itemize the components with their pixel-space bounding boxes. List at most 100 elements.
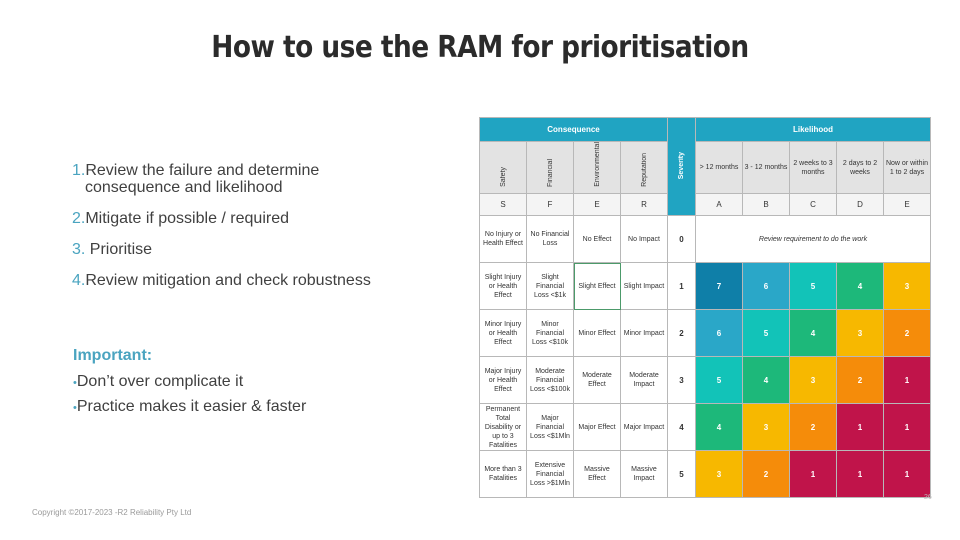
risk-rating-cell: 3 [883, 262, 931, 310]
risk-rating-cell: 1 [836, 403, 884, 451]
category-code: F [526, 193, 574, 216]
risk-rating-cell: 4 [695, 403, 743, 451]
risk-rating-cell: 1 [883, 450, 931, 498]
likelihood-code: D [836, 193, 884, 216]
category-code: E [573, 193, 621, 216]
risk-rating-cell: 3 [789, 356, 837, 404]
severity-header-label: Severity [678, 151, 685, 180]
severity-level: 5 [667, 450, 696, 498]
consequence-cell-reputation: Minor Impact [620, 309, 668, 357]
consequence-cell-environmental: Major Effect [573, 403, 621, 451]
consequence-cell-reputation: Slight Impact [620, 262, 668, 310]
category-label: Reputation [640, 153, 648, 187]
severity-row: Slight Injury or Health Effect Slight Fin… [479, 262, 931, 310]
bullet-text: Don’t over complicate it [76, 373, 244, 390]
category-header-financial: Financial [526, 141, 574, 194]
step-text: Prioritise [85, 241, 153, 258]
risk-rating-cell: 5 [742, 309, 790, 357]
likelihood-code: E [883, 193, 931, 216]
risk-rating-cell: 2 [742, 450, 790, 498]
steps-list: 1.Review the failure and determine conse… [72, 162, 432, 303]
risk-rating-cell: 7 [695, 262, 743, 310]
consequence-cell-financial: Moderate Financial Loss <$100k [526, 356, 574, 404]
risk-rating-cell: 3 [836, 309, 884, 357]
step-item: 3. Prioritise [72, 241, 432, 258]
risk-rating-cell: 5 [789, 262, 837, 310]
likelihood-code: C [789, 193, 837, 216]
category-label: Financial [546, 158, 554, 187]
category-label: Safety [499, 167, 507, 187]
category-header-reputation: Reputation [620, 141, 668, 194]
risk-rating-cell: 6 [742, 262, 790, 310]
consequence-cell-reputation: Major Impact [620, 403, 668, 451]
severity-header: Severity [667, 117, 696, 216]
important-heading: Important: [73, 347, 153, 364]
bullet-dot: • [73, 377, 77, 389]
step-number: 1. [72, 162, 86, 179]
consequence-header: Consequence [479, 117, 668, 142]
risk-rating-cell: 2 [789, 403, 837, 451]
step-text: Review mitigation and check robustness [85, 272, 371, 289]
category-header-safety: Safety [479, 141, 527, 194]
page-number: 26 [924, 494, 932, 501]
step-item: 1.Review the failure and determine conse… [72, 162, 432, 196]
likelihood-header: 2 days to 2 weeks [836, 141, 884, 194]
risk-rating-cell: 3 [695, 450, 743, 498]
consequence-cell-financial: Major Financial Loss <$1Mln [526, 403, 574, 451]
severity-row: Permanent Total Disability or up to 3 Fa… [479, 403, 931, 451]
consequence-cell-safety: More than 3 Fatalities [479, 450, 527, 498]
consequence-cell-environmental: Slight Effect [573, 262, 621, 310]
consequence-cell-safety: Minor Injury or Health Effect [479, 309, 527, 357]
consequence-cell-safety: Permanent Total Disability or up to 3 Fa… [479, 403, 527, 451]
category-header-environmental: Environmental [573, 141, 621, 194]
severity-level: 3 [667, 356, 696, 404]
consequence-cell-reputation: Moderate Impact [620, 356, 668, 404]
step-number: 2. [72, 210, 86, 227]
slide-title: How to use the RAM for prioritisation [211, 30, 749, 65]
consequence-cell-environmental: Minor Effect [573, 309, 621, 357]
consequence-cell-environmental: No Effect [573, 215, 621, 263]
risk-rating-cell: 3 [742, 403, 790, 451]
copyright-notice: Copyright ©2017-2023 -R2 Reliability Pty… [32, 508, 192, 517]
severity-row: More than 3 Fatalities Extensive Financia… [479, 450, 931, 498]
consequence-cell-financial: Minor Financial Loss <$10k [526, 309, 574, 357]
consequence-cell-financial: No Financial Loss [526, 215, 574, 263]
severity-row: No Injury or Health Effect No Financial L… [479, 215, 931, 263]
risk-rating-cell: 1 [836, 450, 884, 498]
category-label: Environmental [593, 142, 601, 187]
consequence-cell-environmental: Moderate Effect [573, 356, 621, 404]
risk-rating-cell: 2 [883, 309, 931, 357]
likelihood-code: B [742, 193, 790, 216]
severity-level: 0 [667, 215, 696, 263]
severity-row: Minor Injury or Health Effect Minor Finan… [479, 309, 931, 357]
consequence-cell-financial: Slight Financial Loss <$1k [526, 262, 574, 310]
likelihood-header: 3 - 12 months [742, 141, 790, 194]
risk-rating-cell: 2 [836, 356, 884, 404]
bullet-text: Practice makes it easier & faster [76, 398, 307, 415]
step-text: Review the failure and determine [85, 162, 320, 179]
likelihood-header: 2 weeks to 3 months [789, 141, 837, 194]
important-bullets: •Don’t over complicate it •Practice make… [73, 372, 306, 422]
consequence-cell-safety: No Injury or Health Effect [479, 215, 527, 263]
category-code: S [479, 193, 527, 216]
step-number: 4. [72, 272, 86, 289]
consequence-cell-reputation: No Impact [620, 215, 668, 263]
likelihood-code: A [695, 193, 743, 216]
step-text: Mitigate if possible / required [85, 210, 289, 227]
severity-level: 1 [667, 262, 696, 310]
bullet-item: •Don’t over complicate it [73, 372, 306, 397]
consequence-cell-safety: Slight Injury or Health Effect [479, 262, 527, 310]
risk-rating-cell: 4 [836, 262, 884, 310]
step-item: 4.Review mitigation and check robustness [72, 272, 432, 289]
bullet-dot: • [73, 402, 77, 414]
step-text-continued: consequence and likelihood [85, 179, 283, 196]
likelihood-header: Likelihood [695, 117, 931, 142]
risk-rating-cell: 1 [883, 403, 931, 451]
risk-rating-cell: 1 [883, 356, 931, 404]
risk-assessment-matrix: Consequence Severity Likelihood Safety Fi… [479, 117, 931, 498]
risk-rating-cell: 5 [695, 356, 743, 404]
consequence-cell-safety: Major Injury or Health Effect [479, 356, 527, 404]
severity-level: 4 [667, 403, 696, 451]
bullet-item: •Practice makes it easier & faster [73, 397, 306, 422]
consequence-cell-reputation: Massive Impact [620, 450, 668, 498]
